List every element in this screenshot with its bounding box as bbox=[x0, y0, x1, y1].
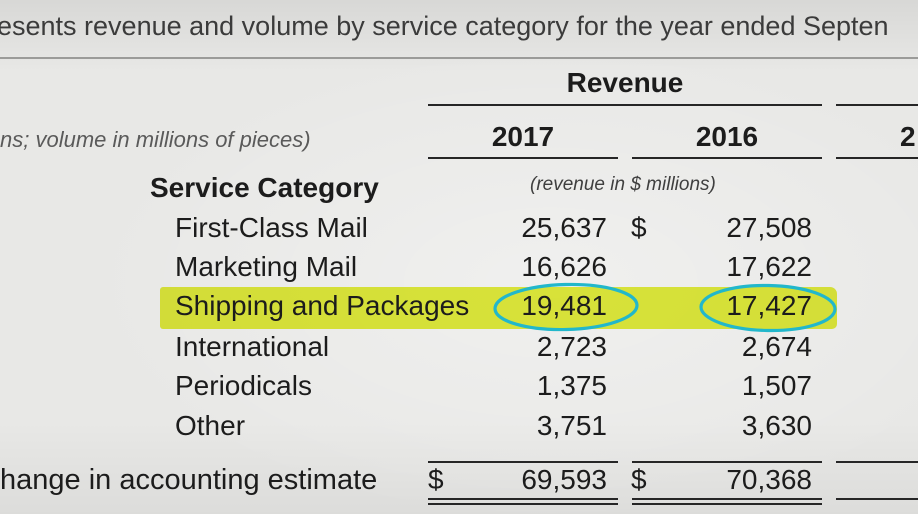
year-header-2017: 2017 bbox=[491, 121, 555, 152]
value-2016: 17,427 bbox=[726, 290, 812, 321]
row-label: Shipping and Packages bbox=[175, 290, 470, 321]
value-2016: 27,508 bbox=[726, 212, 812, 243]
total-double-rule-2017 bbox=[428, 503, 618, 505]
row-label: Marketing Mail bbox=[175, 251, 358, 282]
total-double-rule-2016 bbox=[632, 503, 822, 505]
year-rule-2016 bbox=[632, 157, 822, 159]
intro-sentence: esents revenue and volume by service cat… bbox=[0, 11, 889, 41]
row-label: Periodicals bbox=[175, 370, 312, 401]
value-2017: 25,637 bbox=[521, 212, 607, 243]
circle-annotation-2017 bbox=[493, 282, 639, 332]
subtotal-rule-2017 bbox=[428, 461, 618, 463]
currency-symbol: $ bbox=[631, 212, 647, 243]
year-rule-partial bbox=[836, 157, 918, 159]
table-row: International 2,723 2,674 bbox=[0, 331, 918, 363]
revenue-units-note: (revenue in $ millions) bbox=[530, 174, 716, 195]
value-2016: 2,674 bbox=[741, 331, 812, 362]
value-2016: 17,622 bbox=[726, 251, 812, 282]
table-row-highlighted: Shipping and Packages 19,481 17,427 bbox=[0, 290, 918, 322]
volume-units-note: ns; volume in millions of pieces) bbox=[0, 127, 311, 152]
total-value-2016: 70,368 bbox=[726, 464, 812, 495]
total-row: hange in accounting estimate $ 69,593 $ … bbox=[0, 464, 918, 496]
value-2017: 19,481 bbox=[521, 290, 607, 321]
value-2016: 1,507 bbox=[741, 370, 812, 401]
row-label: Other bbox=[175, 410, 246, 441]
revenue-header-rule bbox=[428, 104, 822, 106]
subtotal-rule-2016 bbox=[632, 461, 822, 463]
table-row: Marketing Mail 16,626 17,622 bbox=[0, 251, 918, 283]
next-group-header-rule bbox=[836, 104, 918, 106]
currency-symbol: $ bbox=[428, 464, 444, 495]
total-double-rule-partial bbox=[836, 498, 918, 500]
table-row: First-Class Mail 25,637 $ 27,508 bbox=[0, 212, 918, 244]
value-2016: 3,630 bbox=[741, 410, 812, 441]
value-2017: 2,723 bbox=[536, 331, 607, 362]
section-divider bbox=[0, 57, 918, 59]
table-row: Other 3,751 3,630 bbox=[0, 410, 918, 442]
total-double-rule-2016 bbox=[632, 498, 822, 500]
value-2017: 1,375 bbox=[536, 370, 607, 401]
year-rule-2017 bbox=[428, 157, 618, 159]
year-header-partial: 2 bbox=[900, 121, 916, 152]
currency-symbol: $ bbox=[631, 464, 647, 495]
value-2017: 16,626 bbox=[521, 251, 607, 282]
total-double-rule-2017 bbox=[428, 498, 618, 500]
table-row: Periodicals 1,375 1,507 bbox=[0, 370, 918, 402]
year-header-2016: 2016 bbox=[695, 121, 759, 152]
total-value-2017: 69,593 bbox=[521, 464, 607, 495]
value-2017: 3,751 bbox=[536, 410, 607, 441]
total-label: hange in accounting estimate bbox=[0, 464, 378, 496]
row-label: First-Class Mail bbox=[175, 212, 368, 243]
row-label: International bbox=[175, 331, 330, 362]
circle-annotation-2016 bbox=[699, 283, 837, 333]
revenue-group-header: Revenue bbox=[566, 67, 684, 98]
subtotal-rule-partial bbox=[836, 461, 918, 463]
service-category-heading: Service Category bbox=[150, 172, 379, 203]
row-highlight bbox=[160, 287, 837, 329]
